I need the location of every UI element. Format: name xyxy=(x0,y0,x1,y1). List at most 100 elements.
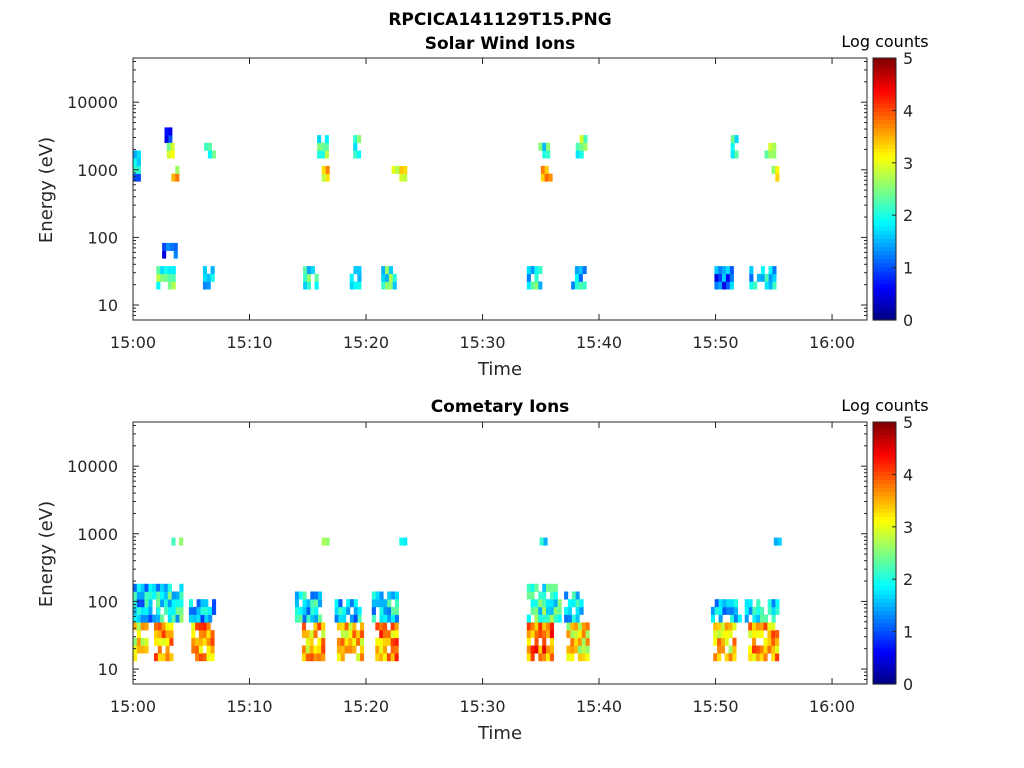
colorbar-segment xyxy=(873,274,896,280)
spectrogram-cell xyxy=(206,273,211,282)
spectrogram-cell xyxy=(394,614,399,623)
spectrogram-cell xyxy=(156,599,161,608)
colorbar-segment xyxy=(873,156,896,161)
colorbar-segment xyxy=(873,655,896,661)
spectrogram-cell xyxy=(772,142,777,151)
spectrogram-cell xyxy=(162,250,167,259)
spectrogram-cell xyxy=(320,150,325,159)
spectrogram-cell xyxy=(175,599,180,608)
spectrogram-cell xyxy=(381,266,386,275)
spectrogram-cell xyxy=(772,281,777,290)
spectrogram-cell xyxy=(206,630,211,639)
spectrogram-cell xyxy=(768,281,773,290)
spectrogram-cell xyxy=(179,614,184,623)
spectrogram-cell xyxy=(718,614,723,623)
x-tick-label: 15:20 xyxy=(343,697,389,716)
spectrogram-cell xyxy=(298,614,303,623)
spectrogram-cell xyxy=(538,266,543,275)
spectrogram-cell xyxy=(730,614,735,623)
colorbar-segment xyxy=(873,234,896,239)
spectrogram-cell xyxy=(195,637,200,646)
colorbar-segment xyxy=(873,638,896,644)
spectrogram-cell xyxy=(346,606,351,615)
colorbar-segment xyxy=(873,139,896,145)
spectrogram-cell xyxy=(756,599,761,608)
spectrogram-cell xyxy=(763,645,768,654)
spectrogram-cell xyxy=(164,599,169,608)
colorbar-segment xyxy=(873,626,896,632)
spectrogram-cell xyxy=(212,599,217,608)
colorbar-segment xyxy=(873,180,896,186)
colorbar-segment xyxy=(873,651,896,656)
spectrogram-cell xyxy=(760,606,765,615)
spectrogram-cell xyxy=(314,614,319,623)
spectrogram-cell xyxy=(567,599,572,608)
spectrogram-cell xyxy=(336,622,341,631)
colorbar-segment xyxy=(873,606,896,611)
spectrogram-cell xyxy=(342,606,347,615)
spectrogram-cell xyxy=(388,281,393,290)
spectrogram-cell xyxy=(566,645,571,654)
spectrogram-cell xyxy=(390,622,395,631)
spectrogram-cell xyxy=(136,645,141,654)
spectrogram-cell xyxy=(164,606,169,615)
spectrogram-cell xyxy=(526,614,531,623)
spectrogram-cell xyxy=(210,653,215,662)
spectrogram-cell xyxy=(549,614,554,623)
spectrogram-cell xyxy=(571,614,576,623)
colorbar-segment xyxy=(873,520,896,525)
spectrogram-cell xyxy=(294,599,299,608)
spectrogram-cell xyxy=(577,630,582,639)
spectrogram-cell xyxy=(581,637,586,646)
spectrogram-cell xyxy=(136,606,141,615)
spectrogram-cell xyxy=(306,614,311,623)
spectrogram-cell xyxy=(542,591,547,600)
spectrogram-cell xyxy=(325,537,330,546)
spectrogram-cell xyxy=(309,653,314,662)
spectrogram-cell xyxy=(136,173,141,182)
spectrogram-cell xyxy=(775,645,780,654)
spectrogram-cell xyxy=(136,614,141,623)
spectrogram-cell xyxy=(571,281,576,290)
spectrogram-cell xyxy=(160,266,165,275)
spectrogram-cell xyxy=(379,630,384,639)
spectrogram-cell xyxy=(733,614,738,623)
spectrogram-cell xyxy=(349,281,354,290)
spectrogram-area-solar-wind: 15:00 15:10 15:20 15:30 15:40 15:50 16:00 10 100… xyxy=(67,57,868,352)
spectrogram-cell xyxy=(344,622,349,631)
spectrogram-cell xyxy=(530,645,535,654)
spectrogram-cell xyxy=(749,273,754,282)
spectrogram-cell xyxy=(534,273,539,282)
spectrogram-cell xyxy=(204,599,209,608)
colorbar-segment xyxy=(873,103,896,108)
spectrogram-cell xyxy=(165,622,170,631)
spectrogram-cell xyxy=(166,142,171,151)
spectrogram-cell xyxy=(179,537,184,546)
spectrogram-cell xyxy=(772,273,777,282)
spectrogram-cell xyxy=(188,614,193,623)
spectrogram-cell xyxy=(542,599,547,608)
spectrogram-cell xyxy=(771,614,776,623)
spectrogram-cell xyxy=(360,653,365,662)
panel-title-solar-wind: Solar Wind Ions xyxy=(425,34,576,54)
spectrogram-cell xyxy=(154,630,159,639)
spectrogram-cell xyxy=(728,653,733,662)
spectrogram-cell xyxy=(394,645,399,654)
spectrogram-cell xyxy=(771,630,776,639)
spectrogram-cell xyxy=(530,591,535,600)
spectrogram-cell xyxy=(724,653,729,662)
colorbar-segment xyxy=(873,270,896,276)
spectrogram-cell xyxy=(206,653,211,662)
spectrogram-cell xyxy=(725,281,730,290)
spectrogram-cell xyxy=(748,630,753,639)
spectrogram-cell xyxy=(394,637,399,646)
spectrogram-cell xyxy=(352,622,357,631)
spectrogram-cell xyxy=(195,653,200,662)
spectrogram-cell xyxy=(167,614,172,623)
spectrogram-cell xyxy=(175,606,180,615)
spectrogram-cell xyxy=(394,630,399,639)
spectrogram-cell xyxy=(353,599,358,608)
spectrogram-cell xyxy=(546,150,551,159)
colorbar-segment xyxy=(873,70,896,75)
